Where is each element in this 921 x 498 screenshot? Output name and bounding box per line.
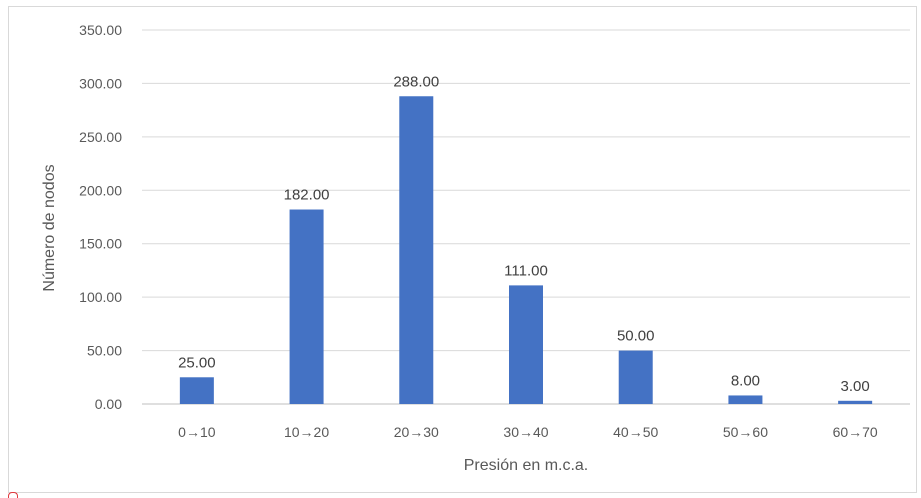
y-tick-label: 0.00: [95, 396, 122, 412]
x-tick-label: 50→60: [723, 424, 768, 440]
data-labels: 25.00 182.00 288.00 111.00 50.00 8.00 3.00: [178, 73, 870, 395]
x-tick-label: 30→40: [503, 424, 548, 440]
bar: [179, 377, 214, 404]
bars: [179, 96, 873, 404]
y-tick-label: 150.00: [79, 236, 122, 252]
bar: [289, 209, 324, 404]
y-tick-label: 300.00: [79, 75, 122, 91]
y-tick-label: 50.00: [87, 343, 122, 359]
x-tick-label: 40→50: [613, 424, 658, 440]
y-tick-label: 200.00: [79, 182, 122, 198]
x-tick-label: 0→10: [178, 424, 216, 440]
data-label: 25.00: [178, 354, 216, 371]
data-label: 182.00: [284, 187, 330, 204]
x-tick-labels: 0→10 10→20 20→30 30→40 40→50 50→60 60→70: [178, 424, 878, 440]
gridlines: [142, 29, 910, 405]
data-label: 50.00: [617, 328, 655, 345]
bar: [728, 395, 763, 404]
x-axis-title: Presión en m.c.a.: [464, 457, 589, 474]
x-tick-label: 20→30: [394, 424, 439, 440]
data-label: 8.00: [731, 372, 760, 389]
data-label: 111.00: [504, 262, 548, 279]
bar: [838, 400, 873, 404]
chart-frame: [8, 6, 917, 493]
bar: [618, 350, 653, 404]
y-tick-label: 250.00: [79, 129, 122, 145]
data-label: 3.00: [841, 378, 870, 395]
y-tick-label: 100.00: [79, 289, 122, 305]
bar: [399, 96, 434, 404]
y-axis-title: Número de nodos: [41, 164, 58, 291]
y-tick-labels: 0.00 50.00 100.00 150.00 200.00 250.00 300.00 3…: [79, 22, 122, 412]
data-label: 288.00: [393, 73, 439, 90]
x-tick-label: 60→70: [833, 424, 878, 440]
bar: [509, 285, 543, 404]
corner-mark: [8, 492, 18, 498]
y-tick-label: 350.00: [79, 22, 122, 38]
x-tick-label: 10→20: [284, 424, 329, 440]
